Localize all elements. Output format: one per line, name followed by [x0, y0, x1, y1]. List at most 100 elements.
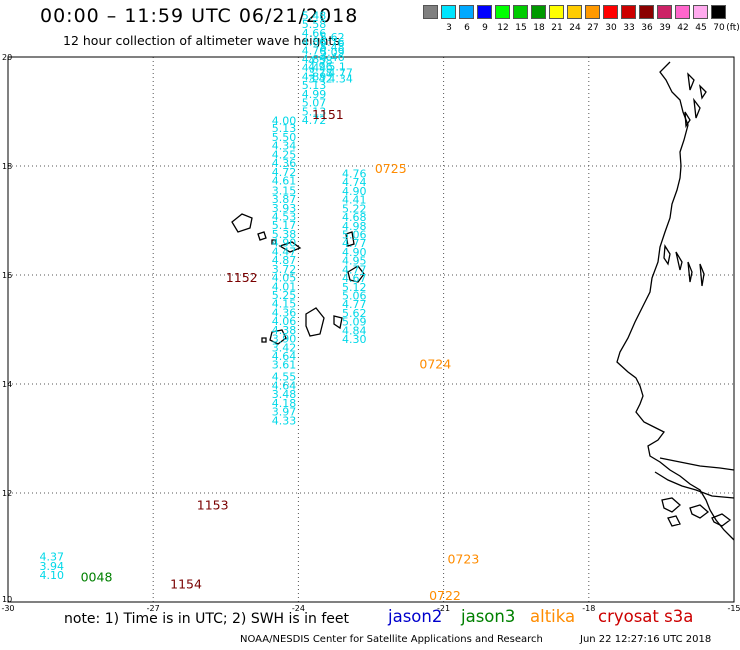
wave-height-value: 4.34 [328, 73, 353, 86]
wave-height-value: 4.72 [302, 114, 327, 127]
credit-text: NOAA/NESDIS Center for Satellite Applica… [240, 634, 543, 645]
wave-height-value: 4.05 [272, 272, 297, 285]
wave-height-value: 4.90 [342, 185, 367, 198]
lon-tick-label: -24 [292, 604, 305, 613]
wave-height-value: 4.06 [272, 315, 297, 328]
legend-level-label: 27 [587, 23, 599, 33]
wave-height-value: 5.22 [342, 202, 367, 215]
chart-title: 00:00 – 11:59 UTC 06/21/2018 [40, 5, 359, 27]
legend-swatch [513, 5, 528, 19]
wave-height-value: 5.07 [302, 97, 327, 110]
cape-verde-fogo [269, 329, 287, 345]
wave-height-value: 5.12 [342, 281, 367, 294]
wave-height-value: 4.37 [39, 551, 64, 564]
lon-tick-label: -18 [582, 604, 595, 613]
wave-height-value: 4.99 [302, 88, 327, 101]
casamance-coast [654, 471, 735, 499]
legend-level-label: 24 [569, 23, 581, 33]
axis-ticks: -30 -27 -24 -21 -18 -15 20 18 16 14 12 10 [1, 53, 740, 613]
wave-height-value: 4.77 [328, 67, 353, 80]
wave-height-value: 4.74 [342, 176, 367, 189]
map-frame [7, 56, 735, 603]
pass-label: 1151 [312, 107, 344, 122]
wave-height-value: 3.61 [272, 359, 297, 372]
coastline [231, 61, 735, 541]
legend-swatch [441, 5, 456, 19]
wave-height-value: 4.68 [342, 211, 367, 224]
wave-height-value: 5.13 [302, 105, 327, 118]
cape-verde-santo-antao [231, 213, 253, 233]
wave-height-value: 3.97 [272, 406, 297, 419]
pass-time-labels: 1151 0725 1152 0724 1153 0723 0048 1154 0722 [81, 107, 480, 603]
wave-height-value: 4.77 [342, 237, 367, 250]
cape-verde-santiago [305, 307, 325, 337]
wave-height-value: 3.15 [272, 184, 297, 197]
satellite-label: jason2 [388, 607, 443, 626]
wave-height-value: 4.87 [272, 254, 297, 267]
wave-height-value: 5.09 [320, 46, 345, 59]
wave-height-value: 5.06 [342, 290, 367, 303]
wave-height-value: 4.83 [302, 53, 327, 66]
wave-height-value: 4.30 [342, 333, 367, 346]
wave-height-value: 4.15 [272, 298, 297, 311]
legend-level-label: 42 [677, 23, 689, 33]
wave-height-value: 4.67 [342, 272, 367, 285]
wave-height-value: 5.76 [320, 36, 345, 49]
legend-swatch [621, 5, 636, 19]
wave-height-value: 5.06 [342, 228, 367, 241]
bissau-islands [661, 497, 732, 527]
wave-height-value: 4.61 [272, 175, 297, 188]
wave-height-value: 4.72 [272, 166, 297, 179]
wave-height-value: 4.01 [272, 280, 297, 293]
legend-level-label: 30 [605, 23, 617, 33]
wave-height-value: 4.10 [39, 569, 64, 582]
wave-height-value: 3.87 [272, 193, 297, 206]
legend-swatch [675, 5, 690, 19]
cape-verde-sao-vicente [257, 231, 267, 241]
legend-swatch [459, 5, 474, 19]
wave-height-value: 4.41 [342, 194, 367, 207]
legend-swatch [495, 5, 510, 19]
wave-height-value: 4.84 [342, 324, 367, 337]
wave-height-value: 4.38 [272, 324, 297, 337]
cape-verde-santa-luzia [271, 239, 277, 245]
wave-height-value: 4.44 [302, 62, 327, 75]
wave-height-value: 5.48 [320, 41, 345, 54]
satellite-label: cryosat s3a [598, 607, 694, 626]
pass-label: 0722 [429, 588, 461, 603]
lat-tick-label: 14 [2, 380, 12, 389]
legend-swatch [585, 5, 600, 19]
wave-height-value: 5.09 [342, 316, 367, 329]
pass-label: 0723 [447, 551, 479, 566]
wave-height-value: 4.64 [272, 350, 297, 363]
legend-swatch [657, 5, 672, 19]
africa-coastline [616, 61, 735, 541]
legend-level-label: 3 [446, 23, 452, 33]
legend-level-label: 21 [551, 23, 563, 33]
legend-level-label: 36 [641, 23, 653, 33]
pass-label: 0724 [419, 357, 451, 372]
cape-verde-brava [261, 337, 267, 343]
wave-height-value: 4.33 [272, 414, 297, 427]
legend-swatch [567, 5, 582, 19]
wave-height-value: 5.17 [272, 219, 297, 232]
wave-height-value: 3.72 [272, 263, 297, 276]
legend-unit: (ft) [726, 23, 740, 33]
wave-height-values: 4.465.095.485.765.623.423.784.964.584.34… [39, 9, 366, 582]
wave-height-value: 4.77 [342, 298, 367, 311]
wave-height-value: 4.53 [272, 211, 297, 224]
lat-tick-label: 12 [2, 489, 12, 498]
legend-level-label: 9 [482, 23, 488, 33]
wave-height-value: 3.90 [272, 333, 297, 346]
footer-note: note: 1) Time is in UTC; 2) SWH is in fe… [64, 611, 350, 627]
wave-height-value: 5.25 [272, 289, 297, 302]
legend-level-label: 6 [464, 23, 470, 33]
wave-height-value: 3.42 [272, 341, 297, 354]
lat-tick-label: 16 [2, 271, 12, 280]
lon-tick-label: -27 [147, 604, 160, 613]
wave-height-value: 4.47 [272, 245, 297, 258]
cape-verde-maio [333, 315, 343, 330]
legend-swatch [531, 5, 546, 19]
wave-height-value: 3.48 [272, 388, 297, 401]
wave-height-value: 4.86 [302, 36, 327, 49]
